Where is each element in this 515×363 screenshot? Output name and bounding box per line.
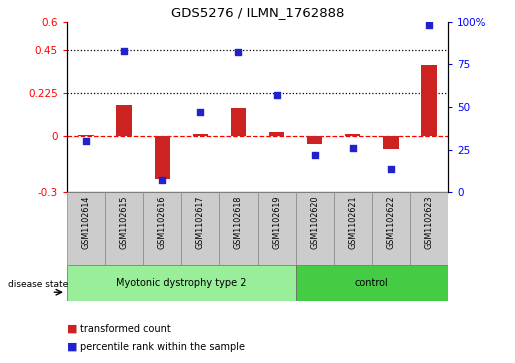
Text: GSM1102618: GSM1102618 [234,195,243,249]
Text: transformed count: transformed count [80,323,170,334]
Text: GSM1102617: GSM1102617 [196,195,205,249]
Text: ■: ■ [67,323,77,334]
Text: ■: ■ [67,342,77,352]
Bar [143,192,181,265]
Title: GDS5276 / ILMN_1762888: GDS5276 / ILMN_1762888 [171,6,344,19]
Bar [296,265,448,301]
Bar [372,192,410,265]
Point [234,50,243,56]
Bar [269,132,284,135]
Bar [193,134,208,135]
Text: GSM1102621: GSM1102621 [348,195,357,249]
Point [120,48,128,54]
Bar [219,192,258,265]
Text: percentile rank within the sample: percentile rank within the sample [80,342,245,352]
Bar [105,192,143,265]
Text: GSM1102619: GSM1102619 [272,195,281,249]
Bar [296,192,334,265]
Bar [231,108,246,135]
Point [82,138,90,144]
Text: GSM1102622: GSM1102622 [386,195,396,249]
Text: GSM1102620: GSM1102620 [310,195,319,249]
Bar [258,192,296,265]
Text: GSM1102615: GSM1102615 [119,195,129,249]
Point [158,178,166,183]
Bar [383,135,399,149]
Point [196,109,204,115]
Bar [345,134,360,135]
Point [311,152,319,158]
Text: control: control [355,278,389,288]
Bar [410,192,448,265]
Bar [116,105,132,135]
Text: GSM1102616: GSM1102616 [158,195,167,249]
Bar [154,135,170,179]
Bar [67,192,105,265]
Bar [307,135,322,144]
Point [272,92,281,98]
Text: disease state: disease state [8,281,68,289]
Point [349,145,357,151]
Bar [334,192,372,265]
Bar [67,265,296,301]
Text: GSM1102614: GSM1102614 [81,195,91,249]
Point [425,22,433,28]
Bar [421,65,437,135]
Text: GSM1102623: GSM1102623 [424,195,434,249]
Point [387,166,395,171]
Text: Myotonic dystrophy type 2: Myotonic dystrophy type 2 [116,278,247,288]
Bar [181,192,219,265]
